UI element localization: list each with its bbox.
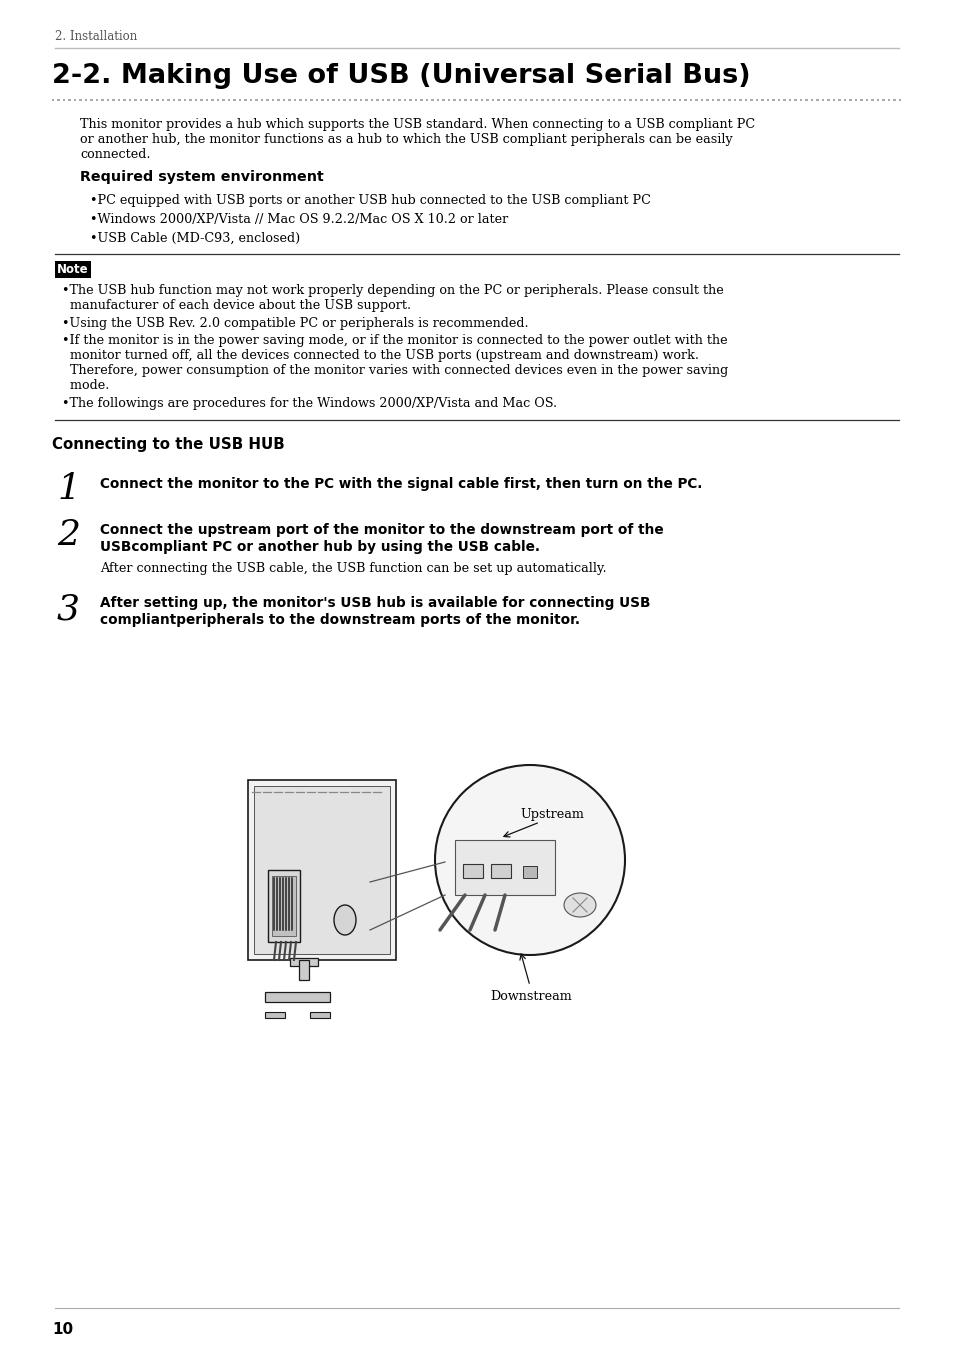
Text: •Windows 2000/XP/Vista // Mac OS 9.2.2/Mac OS X 10.2 or later: •Windows 2000/XP/Vista // Mac OS 9.2.2/M…: [90, 213, 508, 225]
Text: 2. Installation: 2. Installation: [55, 30, 137, 43]
Bar: [55, 261, 91, 278]
Text: Connect the upstream port of the monitor to the downstream port of the: Connect the upstream port of the monitor…: [100, 522, 663, 537]
Text: Connecting to the USB HUB: Connecting to the USB HUB: [52, 437, 284, 452]
Text: 10: 10: [52, 1322, 73, 1336]
Text: •If the monitor is in the power saving mode, or if the monitor is connected to t: •If the monitor is in the power saving m…: [62, 333, 727, 347]
Text: 1: 1: [57, 472, 80, 506]
Bar: [491, 864, 511, 878]
Bar: [522, 865, 537, 878]
Ellipse shape: [334, 904, 355, 936]
Text: Connect the monitor to the PC with the signal cable first, then turn on the PC.: Connect the monitor to the PC with the s…: [100, 477, 701, 491]
Text: This monitor provides a hub which supports the USB standard. When connecting to : This monitor provides a hub which suppor…: [80, 117, 755, 131]
Bar: [265, 992, 330, 1002]
Text: Upstream: Upstream: [519, 809, 583, 821]
Text: or another hub, the monitor functions as a hub to which the USB compliant periph: or another hub, the monitor functions as…: [80, 134, 732, 146]
Text: 2: 2: [57, 518, 80, 552]
Polygon shape: [310, 1012, 330, 1018]
Text: Therefore, power consumption of the monitor varies with connected devices even i: Therefore, power consumption of the moni…: [62, 364, 727, 377]
Bar: [455, 840, 555, 895]
Text: monitor turned off, all the devices connected to the USB ports (upstream and dow: monitor turned off, all the devices conn…: [62, 350, 699, 362]
Bar: [272, 876, 295, 936]
Text: After setting up, the monitor's USB hub is available for connecting USB: After setting up, the monitor's USB hub …: [100, 595, 650, 610]
Bar: [268, 869, 299, 942]
Bar: [462, 864, 482, 878]
Text: After connecting the USB cable, the USB function can be set up automatically.: After connecting the USB cable, the USB …: [100, 562, 606, 575]
Polygon shape: [265, 1012, 285, 1018]
Text: 2-2. Making Use of USB (Universal Serial Bus): 2-2. Making Use of USB (Universal Serial…: [52, 63, 750, 89]
Text: Required system environment: Required system environment: [80, 170, 323, 184]
Text: •The followings are procedures for the Windows 2000/XP/Vista and Mac OS.: •The followings are procedures for the W…: [62, 397, 557, 410]
Bar: [290, 958, 317, 967]
Bar: [298, 960, 309, 980]
Text: connected.: connected.: [80, 148, 151, 161]
Text: compliantperipherals to the downstream ports of the monitor.: compliantperipherals to the downstream p…: [100, 613, 579, 626]
Text: •Using the USB Rev. 2.0 compatible PC or peripherals is recommended.: •Using the USB Rev. 2.0 compatible PC or…: [62, 317, 528, 329]
Text: Downstream: Downstream: [490, 990, 571, 1003]
Text: 3: 3: [57, 593, 80, 626]
Circle shape: [435, 765, 624, 954]
Text: •USB Cable (MD-C93, enclosed): •USB Cable (MD-C93, enclosed): [90, 232, 300, 244]
Bar: [253, 786, 390, 954]
Text: •PC equipped with USB ports or another USB hub connected to the USB compliant PC: •PC equipped with USB ports or another U…: [90, 194, 650, 207]
Ellipse shape: [563, 892, 596, 917]
Text: Note: Note: [57, 263, 89, 275]
Text: •The USB hub function may not work properly depending on the PC or peripherals. : •The USB hub function may not work prope…: [62, 284, 723, 297]
Text: manufacturer of each device about the USB support.: manufacturer of each device about the US…: [62, 298, 411, 312]
Bar: [248, 780, 395, 960]
Text: USBcompliant PC or another hub by using the USB cable.: USBcompliant PC or another hub by using …: [100, 540, 539, 553]
Text: mode.: mode.: [62, 379, 110, 391]
